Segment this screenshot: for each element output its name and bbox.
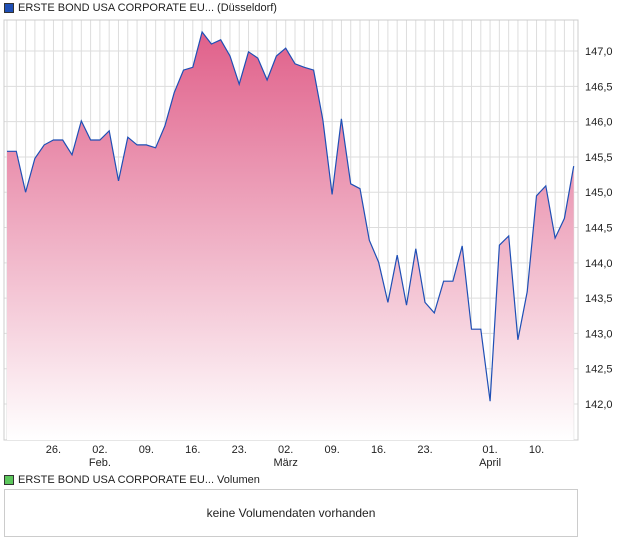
x-tick-label: 23. [232, 444, 247, 456]
volume-panel: keine Volumendaten vorhanden [4, 489, 578, 537]
x-tick-label: 02. [278, 444, 293, 456]
x-tick-label: 10. [529, 444, 544, 456]
x-month-label: März [273, 457, 297, 469]
y-tick-label: 144,0 [585, 258, 613, 270]
volume-legend-label: ERSTE BOND USA CORPORATE EU... Volumen [18, 474, 260, 486]
x-month-label: April [479, 457, 501, 469]
price-legend-label: ERSTE BOND USA CORPORATE EU... (Düsseldo… [18, 2, 277, 14]
y-tick-label: 143,0 [585, 328, 613, 340]
x-tick-label: 09. [139, 444, 154, 456]
y-tick-label: 142,5 [585, 364, 613, 376]
volume-legend: ERSTE BOND USA CORPORATE EU... Volumen [4, 474, 260, 486]
x-month-label: Feb. [89, 457, 111, 469]
x-tick-label: 09. [325, 444, 340, 456]
y-tick-label: 145,5 [585, 152, 613, 164]
y-tick-label: 146,0 [585, 117, 613, 129]
y-tick-label: 146,5 [585, 81, 613, 93]
price-area [7, 32, 574, 440]
x-tick-label: 02. [92, 444, 107, 456]
price-line [7, 30, 575, 402]
y-tick-label: 144,5 [585, 223, 613, 235]
x-tick-label: 23. [417, 444, 432, 456]
price-legend-swatch [4, 3, 14, 13]
volume-legend-swatch [4, 475, 14, 485]
y-tick-label: 147,0 [585, 46, 613, 58]
x-tick-label: 16. [371, 444, 386, 456]
x-tick-label: 01. [482, 444, 497, 456]
y-tick-label: 143,5 [585, 293, 613, 305]
y-tick-label: 142,0 [585, 399, 613, 411]
x-tick-label: 26. [46, 444, 61, 456]
y-tick-label: 145,0 [585, 187, 613, 199]
price-legend: ERSTE BOND USA CORPORATE EU... (Düsseldo… [4, 2, 277, 14]
volume-empty-message: keine Volumendaten vorhanden [206, 506, 376, 520]
x-tick-label: 16. [185, 444, 200, 456]
price-chart: 142,0 142,5 143,0 143,5 144,0 144,5 145,0 145,5… [3, 19, 613, 469]
